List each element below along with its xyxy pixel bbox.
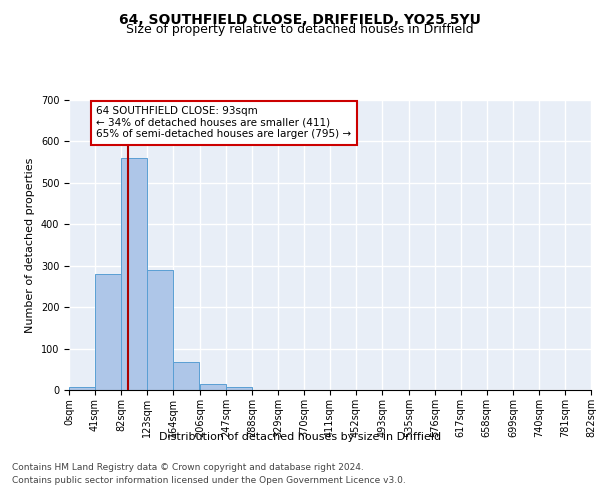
Text: 64 SOUTHFIELD CLOSE: 93sqm
← 34% of detached houses are smaller (411)
65% of sem: 64 SOUTHFIELD CLOSE: 93sqm ← 34% of deta… (97, 106, 352, 140)
Bar (200, 384, 226, 390)
Text: Contains HM Land Registry data © Crown copyright and database right 2024.: Contains HM Land Registry data © Crown c… (12, 462, 364, 471)
Bar (121, 158, 147, 390)
Bar (226, 386, 251, 390)
Bar (95, 274, 121, 390)
Y-axis label: Number of detached properties: Number of detached properties (25, 158, 35, 332)
Text: Size of property relative to detached houses in Driffield: Size of property relative to detached ho… (126, 24, 474, 36)
Bar (69, 386, 95, 390)
Bar (148, 270, 173, 390)
Text: 64, SOUTHFIELD CLOSE, DRIFFIELD, YO25 5YU: 64, SOUTHFIELD CLOSE, DRIFFIELD, YO25 5Y… (119, 12, 481, 26)
Text: Distribution of detached houses by size in Driffield: Distribution of detached houses by size … (159, 432, 441, 442)
Bar (173, 362, 199, 390)
Text: Contains public sector information licensed under the Open Government Licence v3: Contains public sector information licen… (12, 476, 406, 485)
